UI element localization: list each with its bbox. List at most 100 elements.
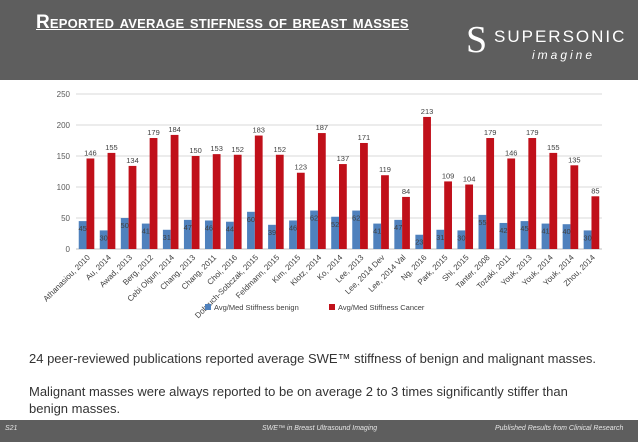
- bar-cancer: [360, 142, 368, 249]
- bar-benign: [331, 216, 339, 249]
- bar-cancer: [254, 135, 263, 249]
- data-label-benign: 60: [247, 215, 255, 224]
- bar-benign: [436, 229, 445, 249]
- bar-cancer: [170, 134, 179, 249]
- bar-cancer: [549, 152, 558, 249]
- bar-cancer: [233, 154, 242, 249]
- data-label-cancer: 109: [442, 171, 455, 180]
- data-label-benign: 31: [163, 233, 171, 242]
- bar-cancer: [296, 172, 305, 249]
- header-bar: [0, 0, 638, 80]
- bar-cancer: [275, 154, 284, 249]
- bar-cancer: [381, 175, 389, 249]
- data-label-benign: 41: [373, 227, 381, 236]
- data-label-cancer: 104: [463, 175, 476, 184]
- bar-cancer: [570, 165, 579, 249]
- bar-benign: [415, 234, 424, 249]
- data-label-cancer: 135: [568, 155, 581, 164]
- data-label-benign: 41: [541, 227, 549, 236]
- data-label-benign: 62: [352, 214, 360, 223]
- bar-benign: [394, 219, 403, 249]
- legend-label-cancer: Avg/Med Stiffness Cancer: [338, 303, 425, 312]
- bar-cancer: [486, 138, 495, 249]
- data-label-cancer: 155: [547, 143, 560, 152]
- bar-benign: [373, 223, 382, 249]
- stiffness-bar-chart: 45 146 30 155 50 134 41 179 31 184 47 150 46 153 44 152…: [42, 90, 602, 320]
- y-tick-label: 200: [57, 121, 71, 130]
- bar-cancer: [86, 158, 95, 249]
- bar-benign: [120, 218, 129, 249]
- data-label-cancer: 84: [402, 187, 410, 196]
- bar-benign: [204, 220, 213, 249]
- logo-letter: S: [466, 19, 487, 61]
- bar-cancer: [507, 158, 516, 249]
- data-label-cancer: 85: [591, 186, 599, 195]
- data-label-cancer: 153: [210, 144, 223, 153]
- data-label-benign: 23: [415, 238, 423, 247]
- data-label-benign: 42: [499, 226, 507, 235]
- footer-center-text: SWE™ in Breast Ultrasound Imaging: [262, 425, 378, 432]
- data-label-benign: 46: [289, 223, 297, 232]
- bar-benign: [541, 223, 550, 249]
- bar-cancer: [339, 164, 347, 249]
- summary-paragraph-1: 24 peer-reviewed publications reported a…: [29, 351, 597, 366]
- bar-benign: [583, 230, 592, 249]
- summary-paragraph-2: Malignant masses were always reported to…: [29, 384, 568, 416]
- data-label-cancer: 152: [231, 145, 244, 154]
- bar-benign: [226, 221, 234, 249]
- chart-legend: Avg/Med Stiffness benign Avg/Med Stiffnes…: [205, 303, 425, 312]
- y-tick-label: 100: [57, 183, 71, 192]
- legend-swatch-benign: [205, 304, 211, 310]
- data-label-benign: 46: [205, 223, 213, 232]
- bar-cancer: [444, 181, 452, 249]
- data-label-cancer: 146: [84, 148, 97, 157]
- data-label-benign: 30: [457, 233, 465, 242]
- bar-benign: [499, 222, 508, 249]
- bar-cancer: [423, 116, 431, 249]
- logo-sub-text: imagine: [532, 48, 595, 62]
- y-tick-label: 250: [57, 90, 71, 99]
- data-label-benign: 52: [331, 220, 339, 229]
- legend-swatch-cancer: [329, 304, 335, 310]
- data-label-benign: 50: [121, 221, 129, 230]
- y-tick-label: 50: [61, 214, 70, 223]
- data-label-benign: 47: [184, 223, 192, 232]
- slide-title: Reported average stiffness of breast mas…: [36, 12, 409, 33]
- footer-right-text: Published Results from Clinical Research: [495, 425, 624, 432]
- data-label-cancer: 179: [526, 128, 539, 137]
- footer-bar: [0, 420, 638, 442]
- bar-cancer: [128, 165, 137, 249]
- bar-benign: [162, 229, 171, 249]
- bar-cancer: [107, 152, 116, 249]
- data-label-cancer: 184: [168, 125, 181, 134]
- data-label-cancer: 155: [105, 143, 118, 152]
- data-label-benign: 30: [583, 233, 591, 242]
- chart-bars: [78, 116, 600, 249]
- bar-cancer: [402, 196, 410, 249]
- bar-benign: [478, 214, 487, 249]
- x-tick-label: Athanasiou, 2010: [42, 253, 93, 304]
- data-label-benign: 45: [78, 224, 86, 233]
- bar-benign: [352, 210, 361, 249]
- data-label-cancer: 146: [505, 148, 518, 157]
- data-label-benign: 62: [310, 214, 318, 223]
- bar-benign: [310, 210, 318, 249]
- legend-label-benign: Avg/Med Stiffness benign: [214, 303, 299, 312]
- data-label-cancer: 171: [358, 133, 371, 142]
- data-label-benign: 39: [268, 228, 276, 237]
- chart-data-labels: 45 146 30 155 50 134 41 179 31 184 47 150 46 153 44 152…: [78, 107, 599, 247]
- y-tick-label: 0: [66, 245, 71, 254]
- data-label-cancer: 150: [189, 146, 202, 155]
- data-label-cancer: 123: [295, 163, 308, 172]
- data-label-cancer: 183: [252, 126, 265, 135]
- bar-benign: [268, 224, 276, 249]
- data-label-cancer: 152: [274, 145, 287, 154]
- bar-benign: [99, 230, 108, 249]
- supersonic-logo: S SUPERSONIC imagine: [466, 19, 624, 62]
- bar-benign: [247, 211, 255, 249]
- y-tick-label: 150: [57, 152, 71, 161]
- bar-cancer: [149, 138, 158, 249]
- bar-benign: [141, 223, 150, 249]
- bar-cancer: [212, 154, 221, 249]
